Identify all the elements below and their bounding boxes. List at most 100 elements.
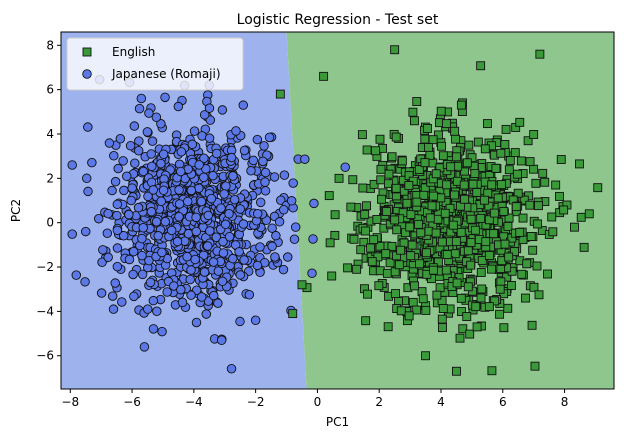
japanese-point <box>209 290 219 301</box>
japanese-point <box>158 149 169 159</box>
english-point <box>519 195 529 205</box>
english-point <box>358 183 368 193</box>
english-point <box>406 251 416 261</box>
english-point <box>367 257 377 267</box>
english-point <box>390 45 400 55</box>
x-tick-label: 2 <box>375 395 383 409</box>
english-point <box>495 309 505 319</box>
japanese-point <box>186 185 197 196</box>
english-point <box>423 143 433 152</box>
japanese-point <box>158 185 169 196</box>
japanese-point <box>98 245 108 255</box>
english-point <box>408 297 418 307</box>
japanese-point <box>300 154 310 164</box>
japanese-point <box>103 252 113 263</box>
english-point <box>425 150 435 160</box>
japanese-point <box>172 236 183 247</box>
english-point <box>470 169 480 179</box>
english-point <box>363 289 372 299</box>
english-point <box>437 296 447 305</box>
japanese-point <box>133 202 144 213</box>
english-point <box>543 269 552 279</box>
japanese-point <box>174 185 184 195</box>
english-point <box>419 190 429 200</box>
japanese-point <box>102 228 113 238</box>
y-tick-label: 4 <box>46 127 54 141</box>
y-tick-label: −4 <box>36 304 54 318</box>
japanese-point <box>156 119 166 129</box>
english-point <box>529 282 539 292</box>
english-point <box>450 190 459 200</box>
english-point <box>438 304 448 313</box>
english-point <box>408 107 418 117</box>
english-point <box>526 232 536 241</box>
japanese-point <box>250 315 261 326</box>
english-point <box>499 206 509 216</box>
english-point <box>438 323 447 333</box>
english-point <box>556 155 566 164</box>
english-point <box>476 213 486 223</box>
english-point <box>455 333 465 343</box>
english-point <box>491 163 501 173</box>
english-point <box>479 195 489 205</box>
japanese-point <box>196 292 207 302</box>
english-point <box>404 181 414 190</box>
english-point <box>361 316 371 326</box>
english-point <box>275 89 285 99</box>
japanese-point <box>220 219 231 230</box>
english-point <box>356 245 366 255</box>
english-point <box>528 245 538 255</box>
japanese-point <box>199 110 210 120</box>
english-point <box>406 210 416 219</box>
japanese-point <box>129 291 139 302</box>
english-point <box>416 228 426 238</box>
english-point <box>547 212 557 222</box>
english-point <box>451 237 461 247</box>
japanese-point <box>282 252 293 262</box>
japanese-point <box>156 196 167 207</box>
english-point <box>477 256 487 266</box>
y-tick-label: 0 <box>46 216 54 230</box>
japanese-point <box>238 100 249 110</box>
english-point <box>515 227 525 237</box>
japanese-point <box>174 199 185 209</box>
x-tick-label: −2 <box>247 395 265 409</box>
japanese-point <box>199 172 209 183</box>
english-point <box>538 168 548 178</box>
english-point <box>472 187 482 197</box>
japanese-point <box>130 158 140 168</box>
legend-marker-japanese <box>82 69 92 79</box>
japanese-point <box>340 162 350 173</box>
english-point <box>456 100 466 110</box>
english-point <box>390 215 400 225</box>
japanese-point <box>203 210 213 221</box>
english-point <box>496 148 506 158</box>
y-tick-label: −2 <box>36 260 54 274</box>
japanese-point <box>191 226 202 237</box>
english-point <box>451 134 460 144</box>
english-point <box>297 280 307 290</box>
english-point <box>415 259 424 269</box>
legend-label: Japanese (Romaji) <box>111 67 221 81</box>
japanese-point <box>204 103 215 113</box>
english-point <box>534 201 543 211</box>
japanese-point <box>224 231 235 242</box>
english-point <box>548 227 558 237</box>
english-point <box>445 203 455 213</box>
legend-box <box>66 37 244 91</box>
japanese-point <box>175 166 186 177</box>
japanese-point <box>255 242 265 252</box>
x-tick-label: −4 <box>185 395 203 409</box>
english-point <box>530 361 540 371</box>
english-point <box>484 251 494 260</box>
english-point <box>398 175 408 185</box>
english-point <box>575 159 584 169</box>
japanese-point <box>128 246 139 257</box>
japanese-point <box>160 216 171 227</box>
japanese-point <box>216 203 226 213</box>
japanese-point <box>217 105 228 115</box>
japanese-point <box>206 193 217 204</box>
japanese-point <box>279 170 290 180</box>
japanese-point <box>274 217 285 227</box>
japanese-point <box>278 264 289 275</box>
